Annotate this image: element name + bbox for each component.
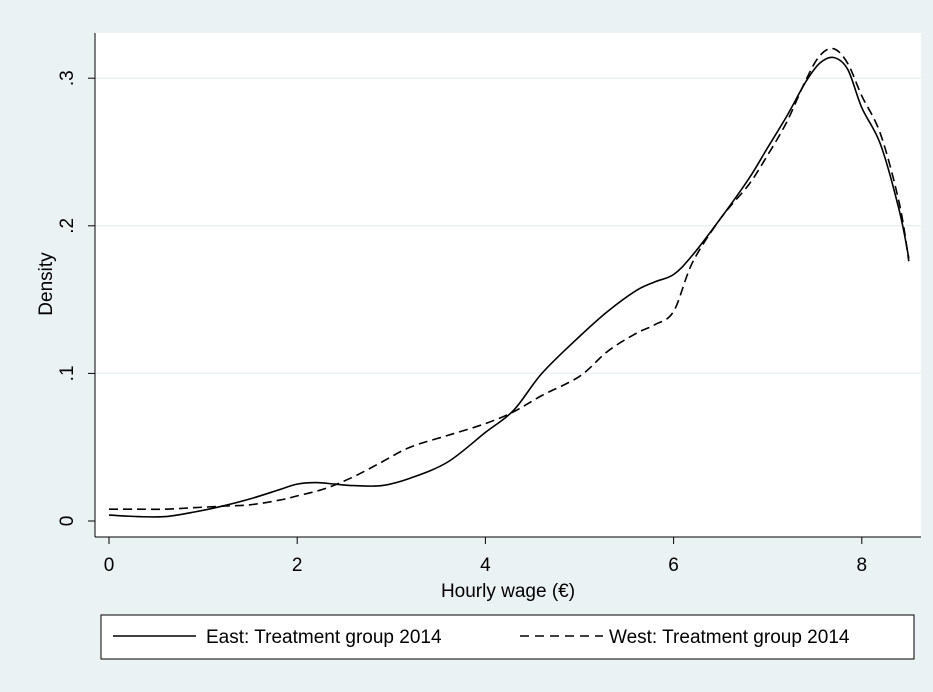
series-lines — [108, 47, 910, 518]
series-line-east — [108, 56, 910, 518]
y-tick-label-1: .1 — [57, 365, 78, 381]
x-tick-label-0: 0 — [104, 555, 115, 576]
axes: 0 .1 .2 .3 0 2 4 6 8 — [57, 33, 921, 576]
gridlines — [95, 77, 921, 375]
y-axis-title: Density — [36, 252, 57, 316]
series-line-west — [108, 47, 910, 511]
legend-box — [100, 614, 915, 660]
legend: East: Treatment group 2014 West: Treatme… — [100, 614, 915, 660]
x-tick-label-4: 8 — [857, 555, 868, 576]
x-tick-label-3: 6 — [668, 555, 679, 576]
y-tick-label-2: .2 — [57, 218, 78, 234]
x-tick-label-2: 4 — [480, 555, 491, 576]
x-axis-title: Hourly wage (€) — [441, 581, 575, 602]
plot-area — [95, 33, 921, 537]
legend-label-east: East: Treatment group 2014 — [206, 627, 442, 648]
x-tick-label-1: 2 — [292, 555, 303, 576]
y-tick-label-3: .3 — [57, 70, 78, 86]
y-tick-label-0: 0 — [57, 516, 78, 527]
legend-label-west: West: Treatment group 2014 — [609, 627, 850, 648]
